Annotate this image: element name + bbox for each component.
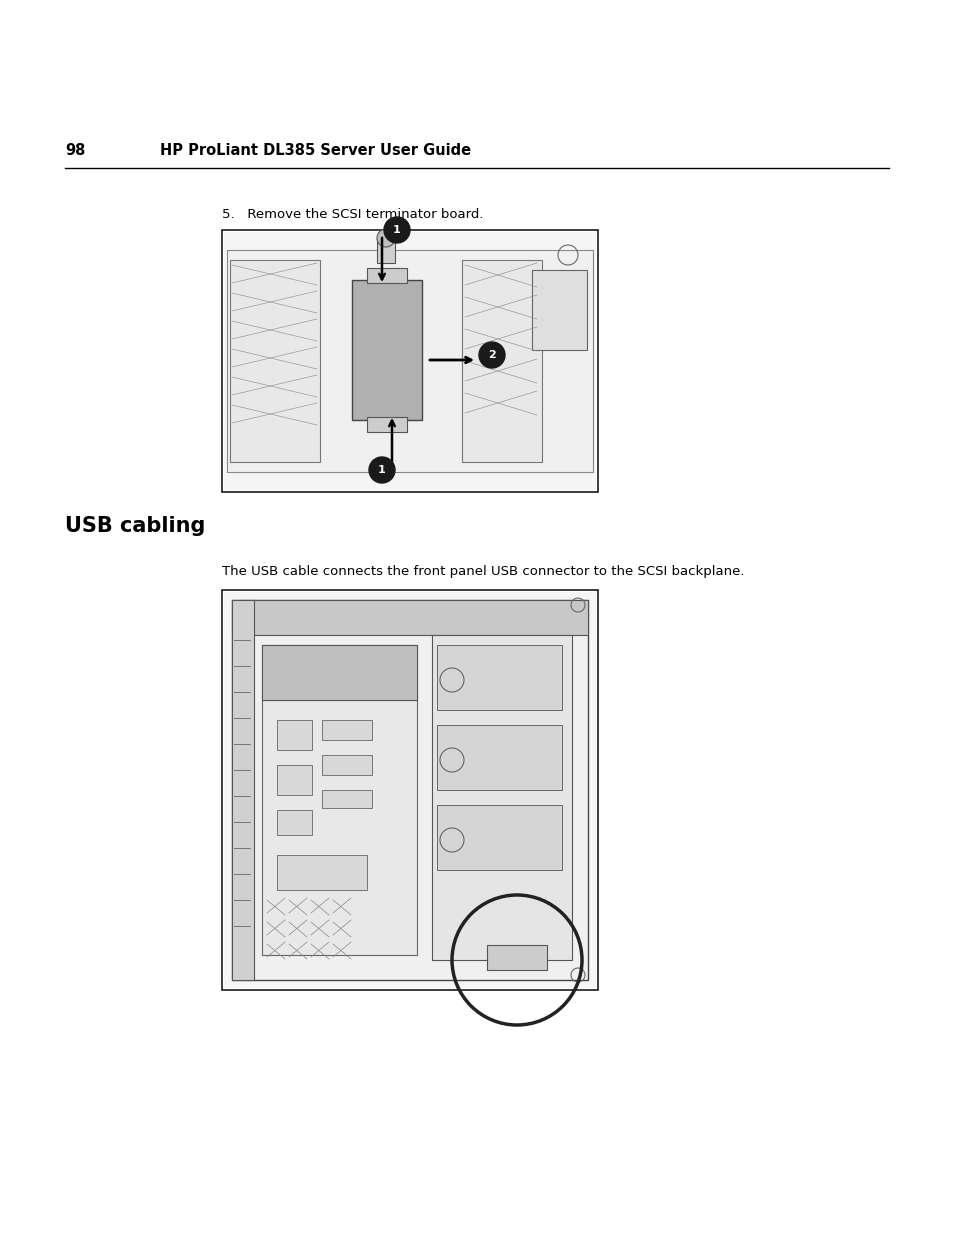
Bar (367, 417, 407, 432)
Bar (461, 261, 541, 462)
Bar (276, 720, 312, 750)
Bar (436, 725, 561, 790)
Text: 98: 98 (65, 143, 85, 158)
Bar (230, 261, 319, 462)
Circle shape (478, 342, 504, 368)
Bar (222, 230, 598, 492)
Text: USB cabling: USB cabling (65, 516, 205, 536)
Text: 1: 1 (393, 225, 400, 235)
Circle shape (369, 457, 395, 483)
Bar (532, 270, 586, 350)
Text: HP ProLiant DL385 Server User Guide: HP ProLiant DL385 Server User Guide (160, 143, 471, 158)
Bar (432, 635, 572, 960)
Bar (376, 238, 395, 263)
Circle shape (384, 217, 410, 243)
Bar (276, 810, 312, 835)
Bar (262, 645, 416, 700)
Bar (224, 592, 596, 988)
Bar (276, 855, 367, 890)
Bar (322, 720, 372, 740)
Text: 5.   Remove the SCSI terminator board.: 5. Remove the SCSI terminator board. (222, 207, 483, 221)
Bar (322, 755, 372, 776)
Bar (322, 790, 372, 808)
Bar (367, 268, 407, 283)
Bar (436, 805, 561, 869)
Bar (232, 600, 587, 981)
Bar (486, 945, 546, 969)
Circle shape (376, 228, 395, 247)
Bar (224, 232, 596, 490)
Bar (352, 280, 421, 420)
Bar (262, 645, 416, 955)
Bar (276, 764, 312, 795)
Text: 1: 1 (377, 466, 385, 475)
Text: 2: 2 (488, 350, 496, 359)
Bar (222, 590, 598, 990)
Bar (232, 600, 587, 635)
Text: The USB cable connects the front panel USB connector to the SCSI backplane.: The USB cable connects the front panel U… (222, 564, 743, 578)
Bar (436, 645, 561, 710)
Bar (227, 249, 593, 472)
Bar (232, 600, 253, 981)
